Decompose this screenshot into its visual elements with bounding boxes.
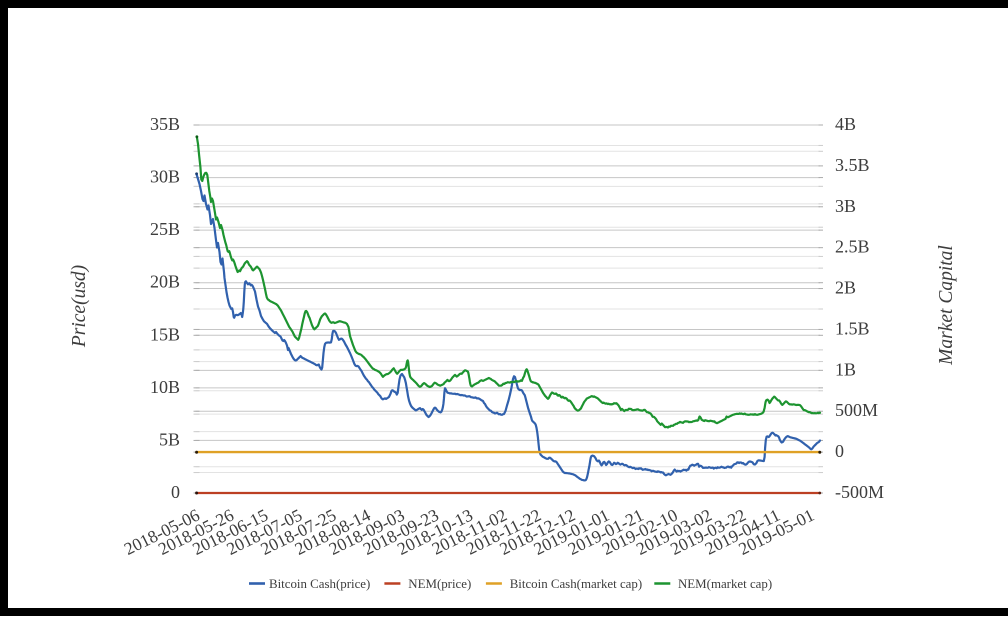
svg-text:15B: 15B [150,324,180,344]
svg-text:2.5B: 2.5B [835,237,870,257]
svg-text:20B: 20B [150,272,180,292]
svg-text:500M: 500M [835,400,878,420]
svg-text:2B: 2B [835,278,856,298]
svg-text:1.5B: 1.5B [835,318,870,338]
svg-text:Market Capital: Market Capital [936,245,957,366]
svg-text:Price(usd): Price(usd) [69,265,90,348]
svg-text:3B: 3B [835,196,856,216]
svg-text:0: 0 [171,482,180,502]
svg-text:0: 0 [835,441,844,461]
svg-text:5B: 5B [159,429,180,449]
svg-text:NEM(market cap): NEM(market cap) [678,577,772,591]
svg-text:30B: 30B [150,167,180,187]
svg-text:NEM(price): NEM(price) [408,577,471,591]
svg-text:1B: 1B [835,359,856,379]
svg-text:Bitcoin Cash(market cap): Bitcoin Cash(market cap) [510,577,642,591]
svg-text:Bitcoin Cash(price): Bitcoin Cash(price) [269,577,370,591]
svg-text:3.5B: 3.5B [835,155,870,175]
svg-text:35B: 35B [150,114,180,134]
svg-text:-500M: -500M [835,482,884,502]
svg-text:25B: 25B [150,219,180,239]
svg-text:4B: 4B [835,114,856,134]
svg-text:10B: 10B [150,377,180,397]
